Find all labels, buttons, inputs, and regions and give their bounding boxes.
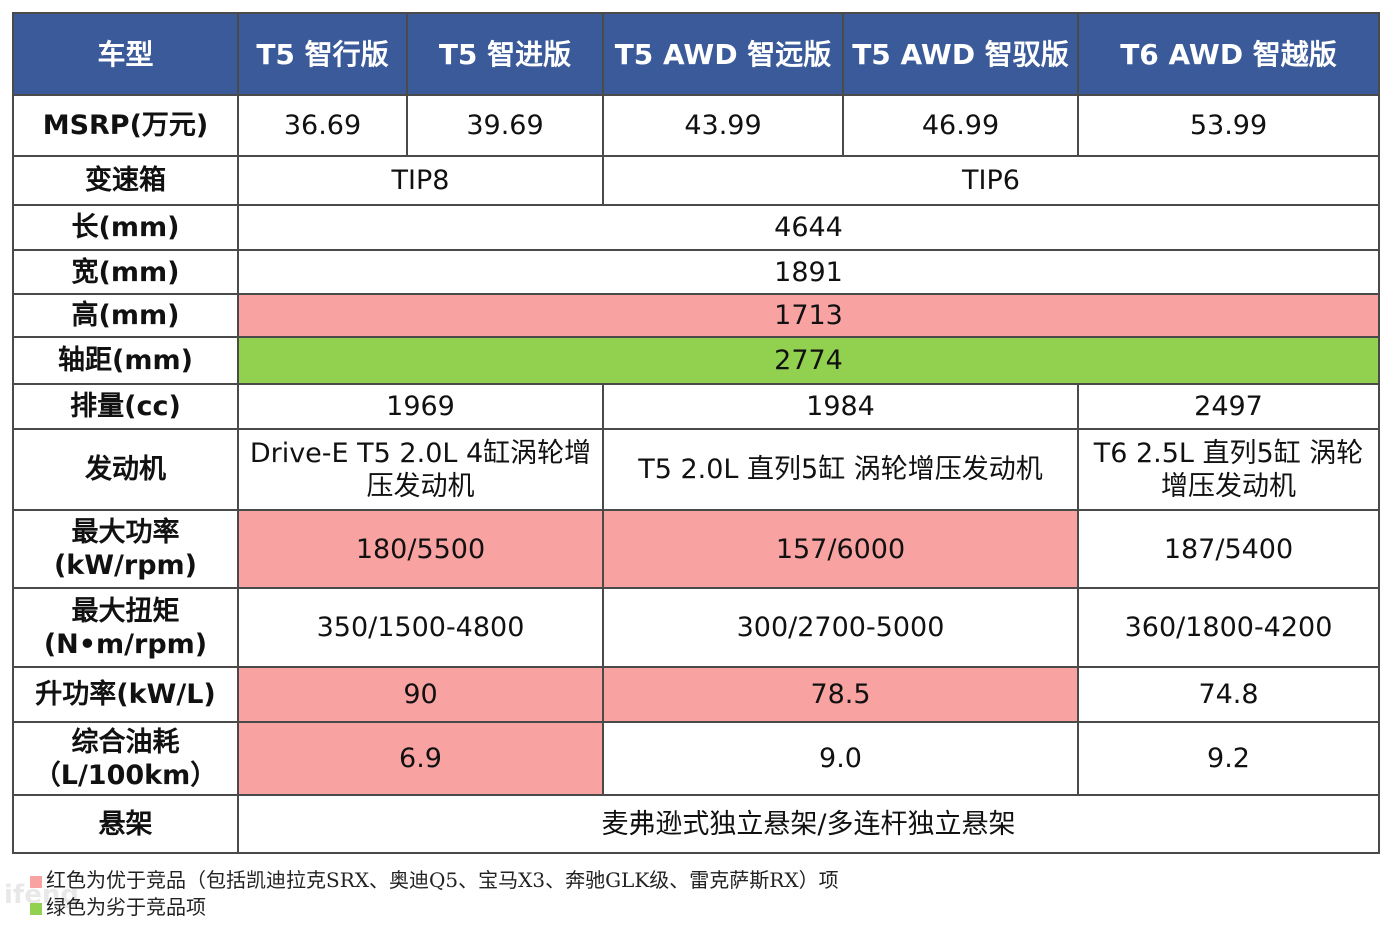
row-label: 长(mm)	[12, 204, 239, 251]
power-row: 最大功率 (kW/rpm) 180/5500 157/6000 187/5400	[12, 509, 1380, 589]
row-label: 最大扭矩 (N•m/rpm)	[12, 587, 239, 668]
table-cell: 1969	[237, 383, 604, 430]
table-cell: 4644	[237, 204, 1380, 251]
table-cell: T6 2.5L 直列5缸 涡轮增压发动机	[1077, 428, 1380, 511]
table-cell: 1891	[237, 249, 1380, 295]
table-cell: 39.69	[406, 94, 604, 157]
table-cell: 1984	[602, 383, 1079, 430]
label-line: (N•m/rpm)	[43, 628, 208, 660]
engine-row: 发动机 Drive-E T5 2.0L 4缸涡轮增压发动机 T5 2.0L 直列…	[12, 428, 1380, 511]
row-label: 发动机	[12, 428, 239, 511]
table-cell: 9.2	[1077, 721, 1380, 796]
legend-green: 绿色为劣于竞品项	[30, 891, 206, 920]
legend-red: 红色为优于竞品（包括凯迪拉克SRX、奥迪Q5、宝马X3、奔驰GLK级、雷克萨斯R…	[30, 864, 839, 893]
row-label: MSRP(万元)	[12, 94, 239, 157]
red-square-icon	[30, 875, 42, 888]
table-cell: Drive-E T5 2.0L 4缸涡轮增压发动机	[237, 428, 604, 511]
table-cell: T5 2.0L 直列5缸 涡轮增压发动机	[602, 428, 1079, 511]
row-label: 宽(mm)	[12, 249, 239, 295]
legend-text: 绿色为劣于竞品项	[46, 895, 206, 919]
suspension-row: 悬架 麦弗逊式独立悬架/多连杆独立悬架	[12, 794, 1380, 854]
table-cell: 麦弗逊式独立悬架/多连杆独立悬架	[237, 794, 1380, 854]
row-label: 变速箱	[12, 155, 239, 206]
legend-text: 红色为优于竞品（包括凯迪拉克SRX、奥迪Q5、宝马X3、奔驰GLK级、雷克萨斯R…	[46, 868, 839, 892]
row-label: 综合油耗 （L/100km）	[12, 721, 239, 796]
model-header: T5 AWD 智驭版	[842, 12, 1079, 96]
table-cell: 157/6000	[602, 509, 1079, 589]
label-line: （L/100km）	[33, 759, 218, 791]
row-label: 升功率(kW/L)	[12, 666, 239, 723]
table-cell: 187/5400	[1077, 509, 1380, 589]
table-cell: 360/1800-4200	[1077, 587, 1380, 668]
table-cell: 36.69	[237, 94, 408, 157]
table-cell: 90	[237, 666, 604, 723]
row-label: 轴距(mm)	[12, 336, 239, 385]
height-row: 高(mm) 1713	[12, 293, 1380, 338]
model-header: T6 AWD 智越版	[1077, 12, 1380, 96]
wheelbase-row: 轴距(mm) 2774	[12, 336, 1380, 385]
table-cell: 1713	[237, 293, 1380, 338]
gearbox-row: 变速箱 TIP8 TIP6	[12, 155, 1380, 206]
table-cell: 9.0	[602, 721, 1079, 796]
spec-table: 车型 T5 智行版 T5 智进版 T5 AWD 智远版 T5 AWD 智驭版 T…	[12, 12, 1380, 854]
table-cell: 78.5	[602, 666, 1079, 723]
label-line: 最大功率	[71, 517, 180, 548]
table-cell: 2497	[1077, 383, 1380, 430]
model-header: T5 智进版	[406, 12, 604, 96]
model-header: T5 AWD 智远版	[602, 12, 844, 96]
table-cell: 53.99	[1077, 94, 1380, 157]
table-cell: 46.99	[842, 94, 1079, 157]
model-header: T5 智行版	[237, 12, 408, 96]
length-row: 长(mm) 4644	[12, 204, 1380, 251]
label-line: 最大扭矩	[71, 595, 180, 627]
label-line: (kW/rpm)	[53, 550, 198, 581]
msrp-row: MSRP(万元) 36.69 39.69 43.99 46.99 53.99	[12, 94, 1380, 157]
header-label: 车型	[12, 12, 239, 96]
row-label: 排量(cc)	[12, 383, 239, 430]
table-cell: 43.99	[602, 94, 844, 157]
label-line: 综合油耗	[71, 726, 180, 758]
row-label: 高(mm)	[12, 293, 239, 338]
displacement-row: 排量(cc) 1969 1984 2497	[12, 383, 1380, 430]
row-label: 悬架	[12, 794, 239, 854]
torque-row: 最大扭矩 (N•m/rpm) 350/1500-4800 300/2700-50…	[12, 587, 1380, 668]
table-cell: 350/1500-4800	[237, 587, 604, 668]
specific-power-row: 升功率(kW/L) 90 78.5 74.8	[12, 666, 1380, 723]
fuel-row: 综合油耗 （L/100km） 6.9 9.0 9.2	[12, 721, 1380, 796]
width-row: 宽(mm) 1891	[12, 249, 1380, 295]
table-cell: 180/5500	[237, 509, 604, 589]
green-square-icon	[30, 902, 42, 915]
table-cell: 74.8	[1077, 666, 1380, 723]
row-label: 最大功率 (kW/rpm)	[12, 509, 239, 589]
table-cell: 2774	[237, 336, 1380, 385]
table-cell: TIP8	[237, 155, 604, 206]
table-cell: 300/2700-5000	[602, 587, 1079, 668]
table-cell: 6.9	[237, 721, 604, 796]
table-cell: TIP6	[602, 155, 1380, 206]
header-row: 车型 T5 智行版 T5 智进版 T5 AWD 智远版 T5 AWD 智驭版 T…	[12, 12, 1380, 96]
